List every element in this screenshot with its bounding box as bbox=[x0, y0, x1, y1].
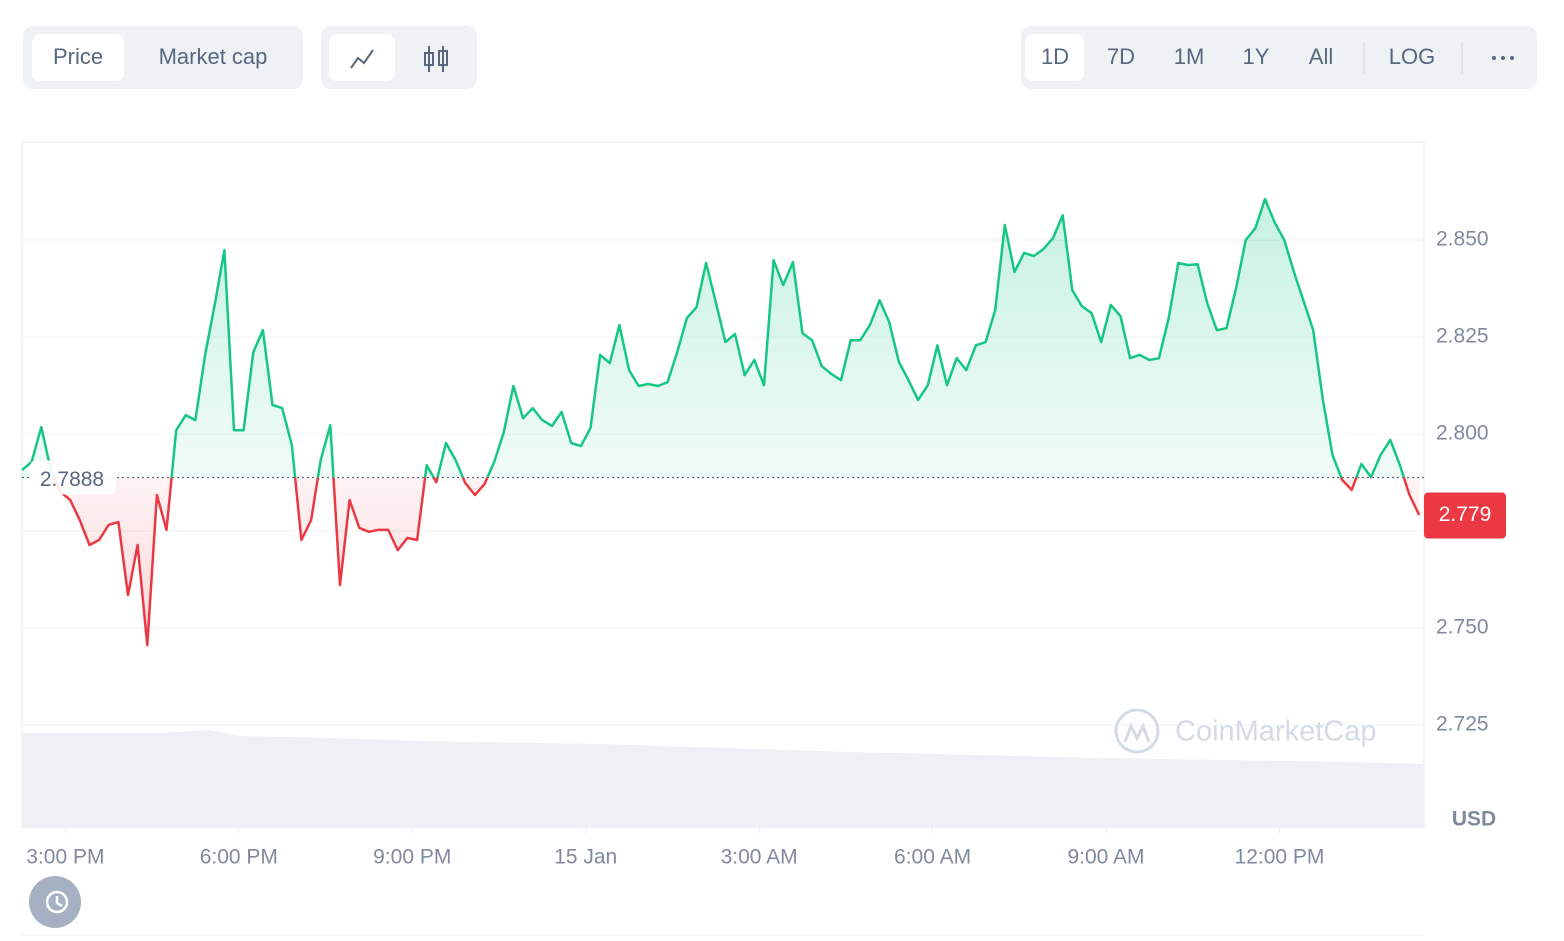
y-tick-label: 2.750 bbox=[1436, 616, 1489, 639]
x-tick-label: 3:00 PM bbox=[26, 846, 104, 869]
current-price-label: 2.779 bbox=[1439, 503, 1492, 526]
line-chart-button[interactable] bbox=[329, 34, 395, 81]
volume-area bbox=[22, 730, 1424, 827]
range-7d[interactable]: 7D bbox=[1107, 44, 1135, 69]
y-tick-label: 2.725 bbox=[1436, 713, 1489, 736]
toggle-price[interactable]: Price bbox=[53, 44, 103, 69]
candle-icon[interactable] bbox=[424, 46, 448, 72]
line-icon bbox=[350, 49, 374, 69]
current-price-badge bbox=[1424, 492, 1506, 539]
range-group bbox=[1021, 26, 1537, 89]
y-tick-label: 2.825 bbox=[1436, 325, 1489, 348]
range-1y[interactable]: 1Y bbox=[1243, 44, 1270, 69]
y-tick-label: 2.800 bbox=[1436, 422, 1489, 445]
x-tick-label: 9:00 AM bbox=[1067, 846, 1144, 869]
range-active[interactable] bbox=[1025, 34, 1084, 81]
log-toggle[interactable]: LOG bbox=[1389, 44, 1435, 69]
history-icon bbox=[45, 890, 69, 914]
range-1m[interactable]: 1M bbox=[1174, 44, 1205, 69]
x-tick-label: 9:00 PM bbox=[373, 846, 451, 869]
watermark-logo bbox=[1114, 708, 1160, 754]
x-tick-label: 12:00 PM bbox=[1235, 846, 1325, 869]
range-1d[interactable]: 1D bbox=[1041, 44, 1069, 69]
x-tick-label: 6:00 AM bbox=[894, 846, 971, 869]
price-area bbox=[22, 199, 1420, 646]
toggle-market-cap[interactable]: Market cap bbox=[159, 44, 268, 69]
reference-label-box bbox=[30, 460, 116, 495]
watermark: CoinMarketCap bbox=[1175, 716, 1376, 748]
unit-label: USD bbox=[1452, 808, 1496, 831]
x-tick-label: 3:00 AM bbox=[721, 846, 798, 869]
price-line bbox=[21, 197, 1421, 647]
more-button[interactable] bbox=[1492, 56, 1514, 60]
history-button[interactable] bbox=[29, 876, 81, 928]
range-all[interactable]: All bbox=[1309, 44, 1333, 69]
x-tick-label: 6:00 PM bbox=[200, 846, 278, 869]
y-tick-label: 2.850 bbox=[1436, 228, 1489, 251]
toggle-active[interactable] bbox=[32, 34, 124, 81]
reference-label: 2.7888 bbox=[40, 468, 104, 491]
x-tick-label: 15 Jan bbox=[554, 846, 617, 869]
